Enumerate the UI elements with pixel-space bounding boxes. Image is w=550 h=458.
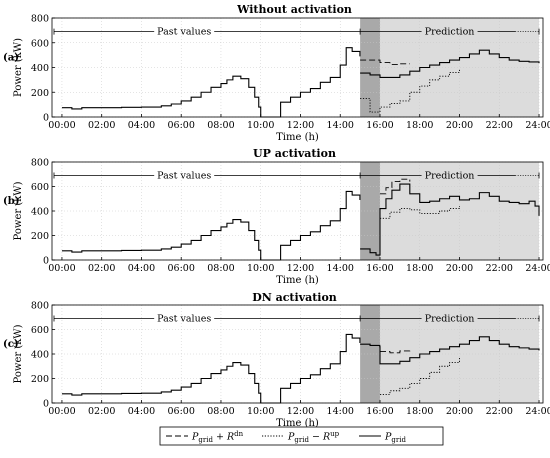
x-tick-label: 18:00 (406, 406, 433, 417)
x-tick-label: 22:00 (486, 120, 513, 131)
x-tick-label: 02:00 (88, 263, 115, 274)
x-tick-label: 20:00 (446, 263, 473, 274)
series-line-solid (360, 336, 540, 365)
legend: Pgrid + Rdn Pgrid − Rup Pgrid (159, 426, 444, 446)
legend-entry: Pgrid − Rup (287, 430, 340, 444)
y-axis-label: Power (kW) (13, 38, 24, 97)
chart-title: UP activation (253, 147, 336, 160)
series-line-solid (61, 333, 361, 404)
x-tick-label: 06:00 (168, 120, 195, 131)
y-tick-label: 400 (31, 350, 49, 361)
x-tick-label: 12:00 (287, 120, 314, 131)
x-tick-label: 24:00 (525, 263, 550, 274)
y-tick-label: 0 (43, 256, 49, 267)
y-tick-label: 800 (31, 301, 49, 312)
series-line-solid (61, 190, 361, 261)
x-tick-label: 10:00 (247, 406, 274, 417)
x-tick-label: 06:00 (168, 263, 195, 274)
past-values-label: Past values (157, 170, 211, 181)
series-line-dotted (380, 356, 460, 395)
series-line-dotted (380, 206, 460, 219)
prediction-label: Prediction (425, 27, 475, 38)
x-tick-label: 18:00 (406, 263, 433, 274)
panel-3: 0 200 400 600 800 00:00 02:00 04:00 06:00 08:00 10… (3, 291, 550, 429)
x-tick-label: 22:00 (486, 406, 513, 417)
x-tick-label: 24:00 (525, 406, 550, 417)
x-tick-label: 14:00 (327, 120, 354, 131)
x-tick-label: 24:00 (525, 120, 550, 131)
series-line-solid (360, 49, 540, 78)
y-tick-label: 200 (31, 374, 49, 385)
panel-2: 0 200 400 600 800 00:00 02:00 04:00 06:00 08:00 10… (3, 147, 550, 286)
x-tick-label: 20:00 (446, 120, 473, 131)
x-axis-label: Time (h) (276, 275, 319, 286)
prediction-label: Prediction (425, 170, 475, 181)
series-line-dashed (360, 59, 410, 65)
x-tick-label: 02:00 (88, 120, 115, 131)
y-tick-label: 400 (31, 207, 49, 218)
x-tick-label: 16:00 (366, 406, 393, 417)
x-tick-label: 14:00 (327, 263, 354, 274)
past-values-label: Past values (157, 313, 211, 324)
series-line-dashed (380, 350, 411, 354)
legend-box (159, 426, 444, 446)
x-tick-label: 08:00 (207, 120, 234, 131)
x-tick-label: 04:00 (128, 406, 155, 417)
y-tick-label: 600 (31, 325, 49, 336)
x-tick-label: 00:00 (48, 120, 75, 131)
x-tick-label: 16:00 (366, 263, 393, 274)
y-tick-label: 600 (31, 38, 49, 49)
x-tick-label: 16:00 (366, 120, 393, 131)
x-tick-label: 20:00 (446, 406, 473, 417)
panel-1: 0 200 400 600 800 00:00 02:00 04:00 06:00 08:00 10… (3, 3, 550, 143)
y-tick-label: 800 (31, 14, 49, 25)
panel-letter: (b) (3, 196, 19, 207)
series-line-solid (360, 183, 540, 256)
y-tick-label: 200 (31, 231, 49, 242)
legend-entry: Pgrid + Rdn (191, 430, 244, 444)
series-line-solid (61, 47, 361, 118)
past-values-label: Past values (157, 27, 211, 38)
y-axis-label: Power (kW) (13, 181, 24, 240)
x-axis-label: Time (h) (276, 418, 319, 429)
y-tick-label: 800 (31, 158, 49, 169)
x-tick-label: 04:00 (128, 263, 155, 274)
series-line-dashed (380, 178, 411, 195)
y-tick-label: 0 (43, 113, 49, 124)
x-tick-label: 14:00 (327, 406, 354, 417)
prediction-label: Prediction (425, 313, 475, 324)
y-tick-label: 200 (31, 88, 49, 99)
panel-letter: (c) (3, 339, 19, 350)
x-tick-label: 08:00 (207, 263, 234, 274)
legend-entry: Pgrid (384, 432, 406, 445)
panel-letter: (a) (3, 53, 19, 64)
y-tick-label: 400 (31, 63, 49, 74)
x-tick-label: 00:00 (48, 263, 75, 274)
x-tick-label: 22:00 (486, 263, 513, 274)
x-tick-label: 10:00 (247, 263, 274, 274)
chart-title: Without activation (236, 3, 352, 16)
x-tick-label: 00:00 (48, 406, 75, 417)
x-tick-label: 02:00 (88, 406, 115, 417)
y-axis-label: Power (kW) (13, 324, 24, 383)
x-tick-label: 18:00 (406, 120, 433, 131)
x-tick-label: 10:00 (247, 120, 274, 131)
x-tick-label: 12:00 (287, 406, 314, 417)
x-tick-label: 06:00 (168, 406, 195, 417)
x-tick-label: 04:00 (128, 120, 155, 131)
x-tick-label: 08:00 (207, 406, 234, 417)
chart-title: DN activation (252, 291, 337, 304)
x-tick-label: 12:00 (287, 263, 314, 274)
y-tick-label: 600 (31, 182, 49, 193)
x-axis-label: Time (h) (276, 132, 319, 143)
y-tick-label: 0 (43, 399, 49, 410)
